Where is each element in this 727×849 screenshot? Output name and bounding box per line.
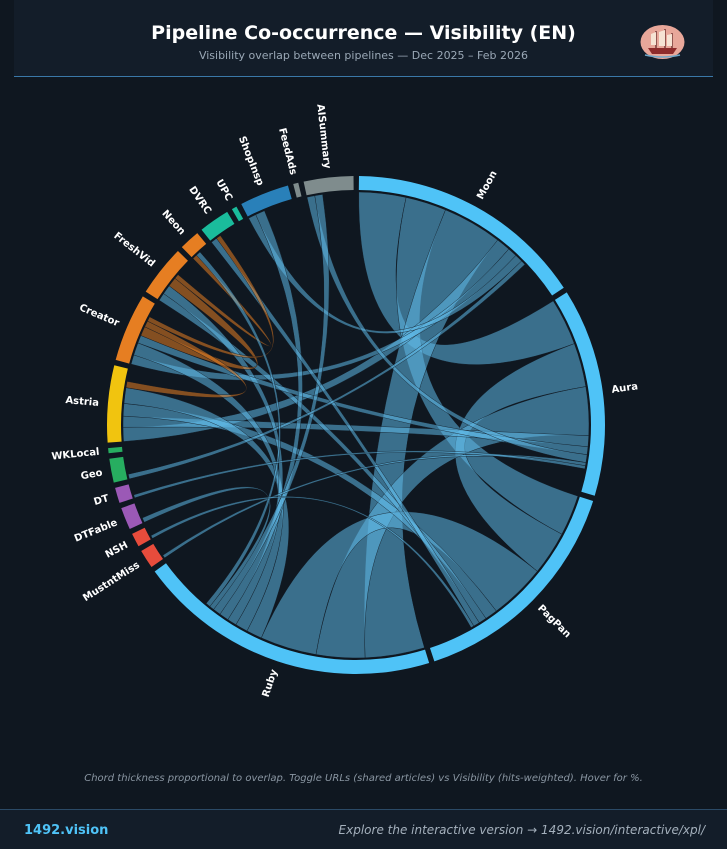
page-title: Pipeline Co-occurrence — Visibility (EN) [151,22,576,44]
brand-link[interactable]: 1492.vision [24,823,109,838]
chord-creator-astria[interactable] [125,320,247,398]
label-mustntmiss: MustntMiss [81,560,142,604]
chord-creator-dvrc[interactable] [147,235,274,359]
arc-geo[interactable] [109,456,128,483]
label-freshvid: FreshVid [111,230,156,269]
label-aisummary: AISummary [314,104,332,170]
arc-mustntmiss[interactable] [141,543,163,568]
label-dt: DT [93,493,111,508]
chord-moon-geo[interactable] [128,260,526,480]
arc-dvrc[interactable] [201,211,235,241]
label-geo: Geo [80,467,104,482]
label-nsh: NSH [104,540,130,561]
arc-aura[interactable] [554,292,605,496]
label-ruby: Ruby [261,668,281,699]
label-wklocal: WKLocal [51,447,100,463]
chord-aura-aisummary[interactable] [306,195,588,463]
label-aura: Aura [611,381,639,396]
label-feedads: FeedAds [276,127,298,176]
arc-dt[interactable] [115,484,133,503]
arc-aisummary[interactable] [303,176,354,196]
arc-upc[interactable] [231,206,244,222]
arc-freshvid[interactable] [145,250,188,300]
ship-icon [640,25,685,59]
label-moon: Moon [475,169,499,201]
chord-aura-dt[interactable] [133,450,586,499]
arc-moon[interactable] [358,176,564,296]
arc-shopinsp[interactable] [241,185,292,217]
arc-wklocal[interactable] [108,446,123,454]
interactive-version-link[interactable]: Explore the interactive version → 1492.v… [338,823,705,837]
chord-freshvid-neon[interactable] [174,254,272,347]
arc-creator[interactable] [115,296,155,364]
label-neon: Neon [159,208,187,237]
label-upc: UPC [213,178,234,203]
arc-ruby[interactable] [154,563,430,675]
chord-pagpan-dvrc[interactable] [211,238,480,627]
label-shopinsp: ShopInsp [236,135,266,188]
chord-ruby-neon[interactable] [196,251,281,607]
arc-feedads[interactable] [293,182,302,198]
page-subtitle: Visibility overlap between pipelines — D… [198,49,529,62]
chord-ruby-creator[interactable] [133,342,284,632]
arc-nsh[interactable] [132,527,151,547]
label-dtfable: DTFable [73,517,119,544]
arc-astria[interactable] [107,365,128,443]
label-astria: Astria [65,395,99,409]
chord-pagpan-nsh[interactable] [150,496,475,628]
label-dvrc: DVRC [186,185,213,217]
footer-bar: 1492.vision Explore the interactive vers… [0,809,727,849]
label-creator: Creator [77,302,120,329]
header-bar: Pipeline Co-occurrence — Visibility (EN)… [14,0,713,77]
chart-footnote: Chord thickness proportional to overlap.… [84,773,643,784]
chord-ruby-dtfable[interactable] [142,486,271,610]
label-pagpan: PagPan [535,603,573,640]
arc-pagpan[interactable] [429,496,594,662]
arc-neon[interactable] [181,233,207,258]
arc-dtfable[interactable] [121,503,143,529]
